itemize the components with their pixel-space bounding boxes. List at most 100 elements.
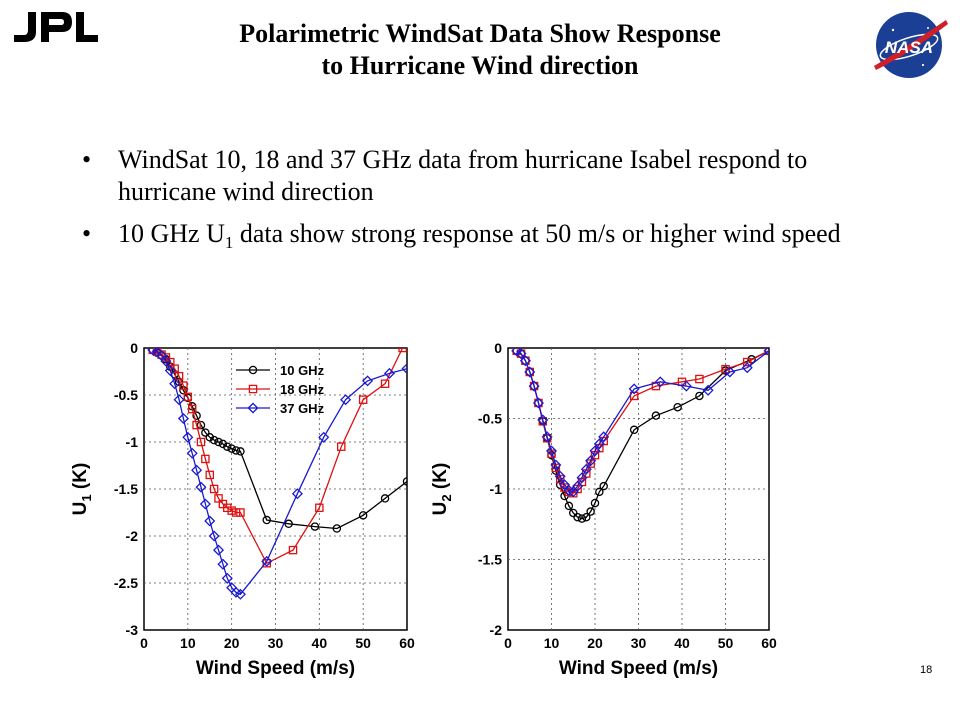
bullet-item: • WindSat 10, 18 and 37 GHz data from hu… bbox=[82, 144, 882, 208]
page-number: 18 bbox=[920, 664, 933, 676]
data-point bbox=[576, 472, 588, 484]
legend: 10 GHz 18 GHz 37 GHz bbox=[236, 363, 325, 416]
x-tick-label: 40 bbox=[312, 635, 328, 651]
data-point bbox=[651, 411, 661, 420]
data-point bbox=[545, 445, 558, 457]
x-tick-label: 30 bbox=[631, 635, 647, 651]
data-point bbox=[199, 498, 211, 510]
u1-chart: 0 10 20 30 40 50 60 0 -0.5 -1 -1.5 -2 -2.5 -3 Wind Spe… bbox=[70, 340, 415, 679]
title-line-2: to Hurricane Wind direction bbox=[321, 51, 639, 80]
y-tick-label: 0 bbox=[130, 340, 138, 356]
y-axis-label: U1 (K) bbox=[70, 463, 94, 516]
data-point bbox=[383, 367, 395, 379]
data-point bbox=[318, 431, 330, 443]
legend-label: 10 GHz bbox=[280, 363, 325, 378]
y-tick-label: -0.5 bbox=[114, 387, 138, 403]
data-point bbox=[214, 437, 223, 447]
data-point bbox=[227, 444, 236, 453]
data-point bbox=[223, 442, 232, 451]
data-point bbox=[741, 362, 753, 374]
data-point bbox=[550, 459, 562, 471]
data-point bbox=[201, 454, 210, 464]
data-point bbox=[209, 484, 219, 494]
data-point bbox=[174, 371, 184, 381]
x-tick-label: 50 bbox=[355, 635, 371, 651]
data-point bbox=[179, 381, 188, 390]
y-tick-label: -0.5 bbox=[478, 411, 502, 427]
data-point bbox=[231, 446, 241, 455]
x-tick-label: 10 bbox=[180, 635, 196, 651]
data-point bbox=[204, 515, 216, 527]
y-tick-label: -1.5 bbox=[478, 552, 502, 568]
series-37-ghz bbox=[511, 348, 769, 498]
data-point bbox=[208, 530, 220, 542]
data-point bbox=[187, 404, 197, 414]
jpl-logo-icon bbox=[14, 12, 98, 42]
bullet-text: WindSat 10, 18 and 37 GHz data from hurr… bbox=[118, 145, 808, 206]
data-point bbox=[582, 512, 591, 522]
data-point bbox=[336, 442, 346, 451]
data-point bbox=[148, 348, 158, 355]
data-point bbox=[212, 544, 225, 556]
nasa-meatball-icon: NASA bbox=[874, 12, 948, 78]
data-point bbox=[628, 383, 640, 395]
bullet-item: • 10 GHz U1 data show strong response at… bbox=[82, 218, 882, 259]
data-point bbox=[572, 480, 584, 492]
data-point bbox=[568, 508, 578, 518]
slide-title: Polarimetric WindSat Data Show Response … bbox=[120, 18, 840, 82]
data-point bbox=[221, 572, 233, 584]
series-line bbox=[152, 349, 407, 596]
data-point bbox=[362, 375, 374, 387]
x-tick-label: 40 bbox=[674, 635, 690, 651]
x-tick-label: 30 bbox=[268, 635, 284, 651]
data-point bbox=[589, 445, 601, 457]
data-point bbox=[595, 487, 604, 497]
x-tick-label: 60 bbox=[399, 635, 415, 651]
data-point bbox=[160, 355, 172, 367]
data-point bbox=[564, 501, 574, 511]
data-point bbox=[593, 438, 605, 450]
data-point bbox=[586, 507, 595, 516]
legend-label: 18 GHz bbox=[280, 382, 325, 397]
data-point bbox=[234, 588, 246, 600]
series-37-ghz bbox=[147, 348, 407, 600]
data-point bbox=[217, 558, 229, 570]
data-point bbox=[398, 348, 407, 353]
data-point bbox=[764, 348, 769, 356]
y-tick-label: -2 bbox=[126, 528, 139, 544]
data-point bbox=[598, 431, 610, 443]
data-point bbox=[695, 391, 704, 401]
legend-label: 37 GHz bbox=[280, 401, 325, 416]
u2-chart: 0 10 20 30 40 50 60 0 -0.5 -1 -1.5 -2 Wind Speed (m/… bbox=[430, 340, 777, 679]
data-point bbox=[763, 348, 769, 357]
data-point bbox=[169, 378, 181, 390]
data-point bbox=[554, 470, 566, 482]
y-tick-label: -2 bbox=[490, 622, 503, 638]
x-tick-label: 0 bbox=[504, 635, 512, 651]
data-point bbox=[402, 477, 407, 486]
data-point bbox=[724, 366, 736, 378]
data-point bbox=[358, 395, 368, 404]
bullet-text-after: data show strong response at 50 m/s or h… bbox=[233, 219, 841, 248]
x-tick-label: 0 bbox=[140, 635, 148, 651]
data-point bbox=[182, 431, 194, 443]
data-point bbox=[209, 435, 219, 445]
data-point bbox=[541, 431, 553, 443]
data-point bbox=[599, 481, 608, 491]
y-tick-label: -3 bbox=[126, 622, 139, 638]
y-tick-label: -1 bbox=[126, 434, 139, 450]
data-point bbox=[315, 503, 324, 513]
data-point bbox=[528, 380, 540, 392]
data-point bbox=[573, 512, 582, 522]
data-point bbox=[521, 356, 530, 365]
legend-marker bbox=[248, 365, 258, 375]
data-point bbox=[227, 506, 236, 515]
data-point bbox=[205, 470, 214, 480]
series-line bbox=[152, 349, 407, 530]
data-point bbox=[205, 433, 214, 442]
data-point bbox=[236, 508, 245, 517]
data-point bbox=[195, 481, 207, 493]
data-point bbox=[183, 392, 193, 402]
bullet-list: • WindSat 10, 18 and 37 GHz data from hu… bbox=[82, 144, 882, 269]
data-point bbox=[261, 555, 273, 567]
